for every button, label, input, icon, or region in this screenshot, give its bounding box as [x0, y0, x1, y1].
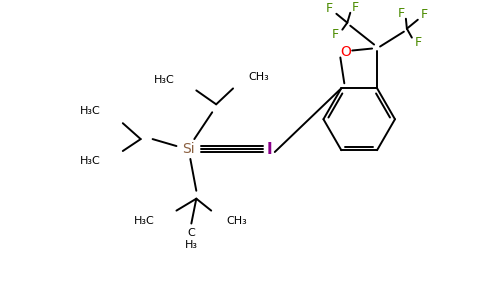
Text: C: C — [187, 229, 195, 238]
Text: F: F — [415, 36, 423, 49]
Text: H₃C: H₃C — [154, 76, 174, 85]
Text: O: O — [340, 46, 351, 59]
Text: CH₃: CH₃ — [226, 215, 247, 226]
Text: Si: Si — [182, 142, 195, 156]
Text: F: F — [397, 7, 405, 20]
Text: F: F — [326, 2, 333, 15]
Text: CH₃: CH₃ — [248, 71, 269, 82]
Text: I: I — [267, 142, 272, 157]
Text: H₃C: H₃C — [134, 215, 154, 226]
Text: F: F — [421, 8, 428, 21]
Text: H₃C: H₃C — [80, 106, 101, 116]
Text: F: F — [352, 1, 359, 14]
Text: H₃C: H₃C — [80, 156, 101, 166]
Text: F: F — [332, 28, 339, 41]
Text: H₃: H₃ — [185, 240, 198, 250]
